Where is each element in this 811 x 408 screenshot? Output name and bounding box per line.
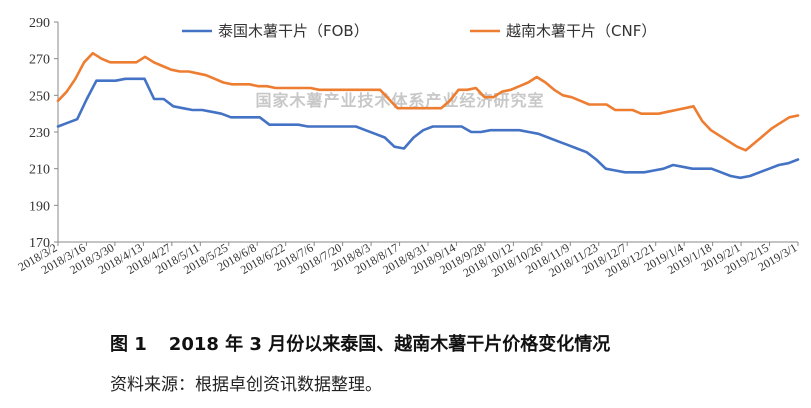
y-tick-label: 190 xyxy=(29,199,50,214)
y-tick-label: 290 xyxy=(29,16,50,31)
y-tick-label: 230 xyxy=(29,126,50,141)
chart-svg: 1701902102302502702902018/3/22018/3/1620… xyxy=(16,16,800,280)
figure-caption: 图 1 2018 年 3 月份以来泰国、越南木薯干片价格变化情况 xyxy=(110,330,760,356)
figure-number: 图 1 xyxy=(110,334,147,355)
series-line-1 xyxy=(56,77,800,180)
y-tick-label: 270 xyxy=(29,53,50,68)
legend-label-1: 泰国木薯干片（FOB） xyxy=(218,22,369,40)
y-tick-label: 250 xyxy=(29,89,50,104)
data-source-note: 资料来源：根据卓创资讯数据整理。 xyxy=(110,375,382,395)
legend-label-2: 越南木薯干片（CNF） xyxy=(506,22,656,40)
watermark-text: 国家木薯产业技术体系产业经济研究室 xyxy=(255,91,544,110)
series-line-2 xyxy=(56,51,800,152)
price-line-chart: 170 190 210 230 250 270 290 2018/3/2 2018/3/16 20… xyxy=(16,16,800,280)
y-tick-label: 170 xyxy=(29,236,50,251)
y-tick-label: 210 xyxy=(29,163,50,178)
figure-title: 2018 年 3 月份以来泰国、越南木薯干片价格变化情况 xyxy=(168,334,611,355)
